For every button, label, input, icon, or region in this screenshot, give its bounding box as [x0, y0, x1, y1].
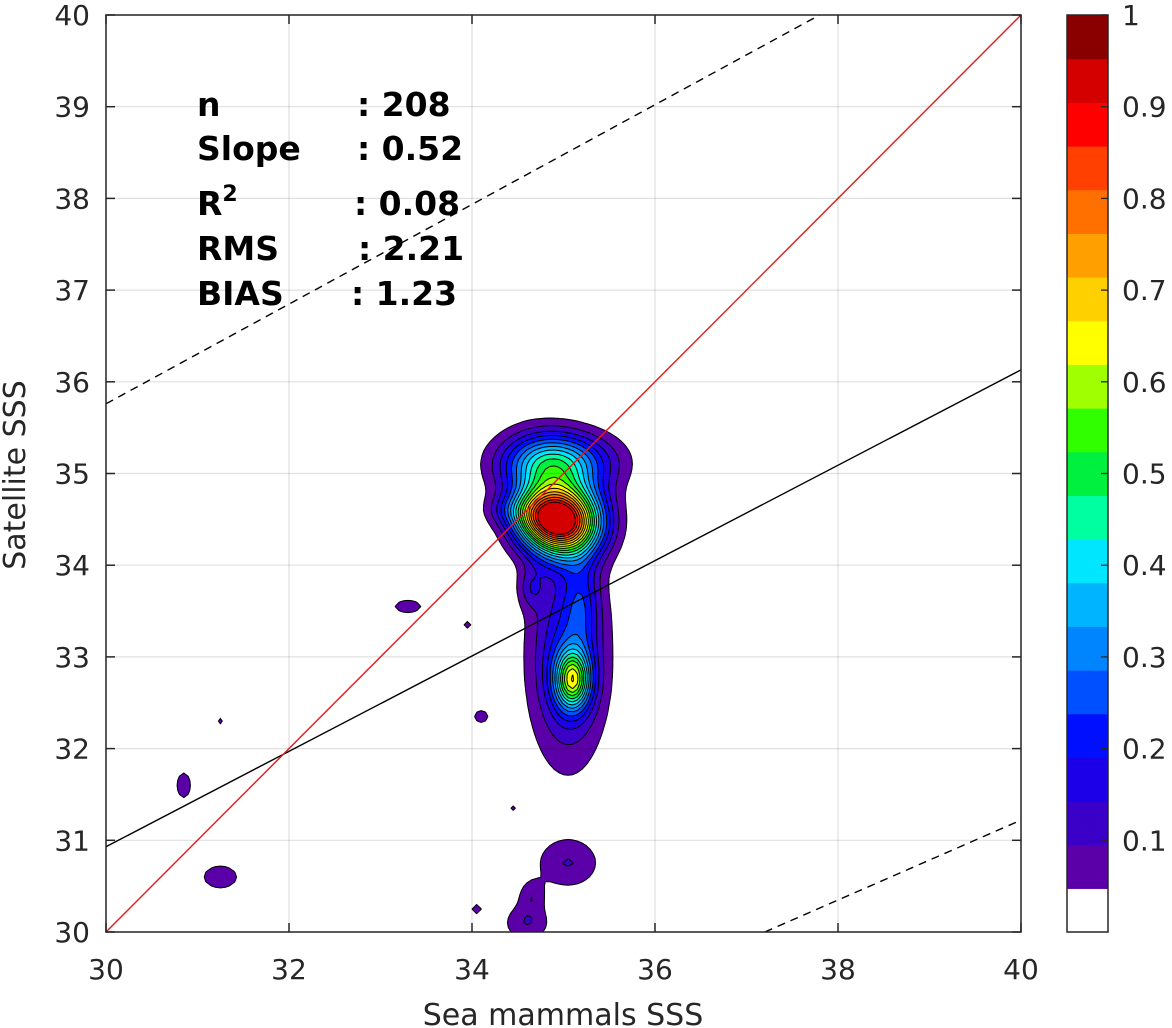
y-tick-label-9: 39	[54, 91, 90, 124]
colorbar-swatch-20	[1067, 15, 1108, 60]
colorbar-swatch-8	[1067, 539, 1108, 584]
stat-r2-value: : 0.08	[354, 184, 460, 223]
colorbar-swatch-15	[1067, 233, 1108, 278]
colorbar-label-3: 0.4	[1122, 549, 1167, 582]
upper-bound-dashed-line	[106, 15, 821, 405]
colorbar-label-8: 0.9	[1122, 91, 1167, 124]
colorbar-label-1: 0.2	[1122, 733, 1167, 766]
colorbar-swatch-12	[1067, 364, 1108, 409]
colorbar-label-4: 0.5	[1122, 458, 1167, 491]
y-tick-label-7: 37	[54, 274, 90, 307]
colorbar-swatch-14	[1067, 277, 1108, 322]
y-tick-label-4: 34	[54, 549, 90, 582]
stats-annotation: n : 208 Slope : 0.52 R2 : 0.08 RMS : 2.2…	[197, 85, 464, 313]
colorbar: 0.1 0.2 0.3 0.4 0.5 0.6 0.7 0.8 0.9 1	[1066, 0, 1167, 933]
axis-ticks: 30 32 34 36 38 40 30 31 32 33 34 35 36 37 38 39 40	[54, 0, 1038, 986]
x-tick-label-5: 40	[1003, 953, 1039, 986]
colorbar-swatch-3	[1067, 757, 1108, 802]
x-tick-label-3: 36	[637, 953, 673, 986]
colorbar-swatch-2	[1067, 801, 1108, 846]
y-axis-label: Satellite SSS	[0, 380, 33, 570]
y-tick-label-10: 40	[54, 0, 90, 32]
stat-n-label: n	[197, 85, 221, 124]
colorbar-swatch-13	[1067, 320, 1108, 365]
x-tick-label-2: 34	[454, 953, 490, 986]
x-tick-label-0: 30	[88, 953, 124, 986]
y-tick-label-8: 38	[54, 182, 90, 215]
stat-bias-value: : 1.23	[351, 274, 457, 313]
stat-n-value: : 208	[357, 85, 451, 124]
colorbar-swatch-6	[1067, 626, 1108, 671]
colorbar-swatch-5	[1067, 670, 1108, 715]
y-tick-label-0: 30	[54, 916, 90, 949]
identity-line	[106, 15, 1021, 932]
colorbar-swatch-19	[1067, 58, 1108, 103]
colorbar-swatch-18	[1067, 102, 1108, 147]
stat-slope-value: : 0.52	[357, 129, 463, 168]
stat-rms-value: : 2.21	[358, 229, 464, 268]
colorbar-label-5: 0.6	[1122, 366, 1167, 399]
colorbar-label-7: 0.8	[1122, 182, 1167, 215]
colorbar-swatch-16	[1067, 189, 1108, 234]
stat-r2-base: R	[197, 184, 222, 223]
stat-rms-label: RMS	[197, 229, 279, 268]
y-tick-label-1: 31	[54, 824, 90, 857]
y-tick-label-3: 33	[54, 641, 90, 674]
colorbar-swatch-11	[1067, 408, 1108, 453]
stat-r2-label: R2	[197, 182, 238, 223]
contour-outlines	[176, 417, 633, 932]
regression-fit-line	[106, 369, 1021, 848]
stat-r2-superscript: 2	[222, 182, 237, 207]
x-tick-label-1: 32	[271, 953, 307, 986]
colorbar-swatch-7	[1067, 582, 1108, 627]
colorbar-swatch-17	[1067, 146, 1108, 191]
colorbar-swatch-9	[1067, 495, 1108, 540]
y-tick-label-5: 35	[54, 458, 90, 491]
lower-bound-dashed-line	[764, 819, 1021, 932]
colorbar-label-6: 0.7	[1122, 274, 1167, 307]
y-tick-label-6: 36	[54, 366, 90, 399]
colorbar-label-0: 0.1	[1122, 824, 1167, 857]
x-tick-label-4: 38	[820, 953, 856, 986]
colorbar-swatch-4	[1067, 713, 1108, 758]
x-axis-label: Sea mammals SSS	[423, 998, 704, 1028]
stat-slope-label: Slope	[197, 129, 301, 168]
stat-bias-label: BIAS	[197, 274, 284, 313]
density-contours	[176, 417, 633, 932]
colorbar-label-2: 0.3	[1122, 641, 1167, 674]
colorbar-swatch-0	[1067, 888, 1108, 933]
colorbar-label-9: 1	[1122, 0, 1140, 32]
y-tick-label-2: 32	[54, 733, 90, 766]
colorbar-swatch-1	[1067, 844, 1108, 889]
reference-lines	[106, 15, 1021, 932]
